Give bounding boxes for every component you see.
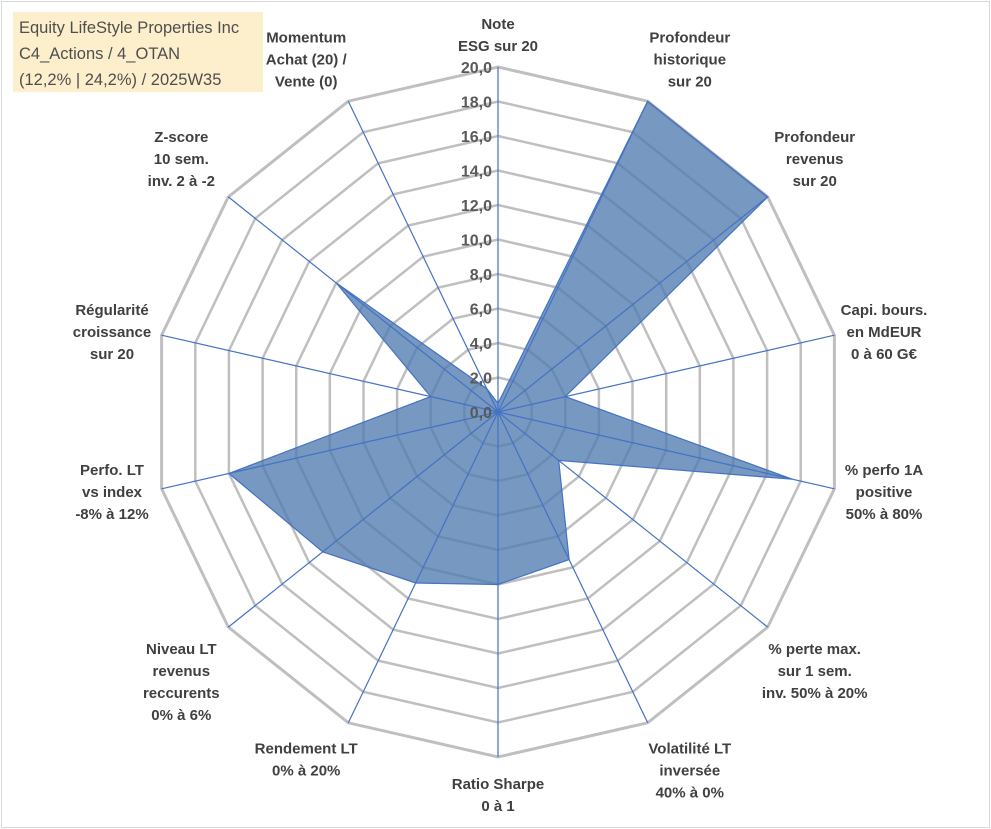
axis-label-13: Z-score 10 sem. inv. 2 à -2 xyxy=(148,129,215,190)
axis-label-line: Régularité xyxy=(75,302,148,319)
axis-label-1: Note ESG sur 20 xyxy=(458,16,538,55)
axis-label-8: Ratio Sharpe 0 à 1 xyxy=(452,776,545,815)
axis-label-7: Volatilité LT inversée 40% à 0% xyxy=(648,740,731,801)
axis-label-line: Niveau LT xyxy=(146,641,217,658)
tick-label: 4,0 xyxy=(470,336,492,353)
axis-label-line: 10 sem. xyxy=(154,151,209,168)
axis-label-line: Note xyxy=(481,16,514,33)
axis-label-line: ESG sur 20 xyxy=(458,38,538,55)
tick-label: 6,0 xyxy=(470,302,492,319)
axis-label-line: 0% à 6% xyxy=(151,707,211,724)
axis-label-14: Momentum Achat (20) / Vente (0) xyxy=(266,30,348,91)
spoke-11 xyxy=(161,411,499,490)
title-line-3: (12,2% | 24,2%) / 2025W35 xyxy=(19,71,222,89)
axis-label-3: Profondeur revenus sur 20 xyxy=(774,129,855,190)
tick-label: 8,0 xyxy=(470,267,492,284)
axis-label-line: % perfo 1A xyxy=(845,462,924,479)
axis-label-4: Capi. bours. en MdEUR 0 à 60 G€ xyxy=(841,302,928,363)
tick-label: 16,0 xyxy=(461,129,492,146)
axis-label-line: Ratio Sharpe xyxy=(452,776,545,793)
spoke-4 xyxy=(497,334,835,413)
spoke-5 xyxy=(497,411,835,490)
spoke-3 xyxy=(497,196,769,413)
axis-label-line: % perte max. xyxy=(768,641,861,658)
axis-label-9: Rendement LT 0% à 20% xyxy=(255,740,358,779)
axis-label-line: Rendement LT xyxy=(255,740,358,757)
axis-label-line: sur 20 xyxy=(668,74,712,91)
axis-label-line: croissance xyxy=(73,324,151,341)
axis-label-10: Niveau LT revenus reccurents 0% à 6% xyxy=(143,641,220,724)
spoke-2 xyxy=(497,100,649,413)
chart-title-box: Equity LifeStyle Properties Inc C4_Actio… xyxy=(13,12,263,92)
axis-label-line: inv. 50% à 20% xyxy=(762,685,868,702)
tick-label: 18,0 xyxy=(461,95,492,112)
axis-label-line: historique xyxy=(654,52,727,69)
axis-label-line: Profondeur xyxy=(649,30,730,47)
axis-label-11: Perfo. LT vs index -8% à 12% xyxy=(75,462,148,523)
axis-label-line: inv. 2 à -2 xyxy=(148,173,215,190)
spoke-12 xyxy=(161,334,499,413)
axis-label-line: Z-score xyxy=(154,129,208,146)
spoke-9 xyxy=(347,411,499,724)
axis-label-line: Volatilité LT xyxy=(648,740,731,757)
axis-label-line: Perfo. LT xyxy=(80,462,144,479)
axis-label-12: Régularité croissance sur 20 xyxy=(73,302,151,363)
tick-label: 10,0 xyxy=(461,233,492,250)
axis-label-line: Profondeur xyxy=(774,129,855,146)
axis-label-line: 0 à 1 xyxy=(481,798,514,815)
tick-label: 20,0 xyxy=(461,60,492,77)
spoke-14 xyxy=(347,100,499,413)
axis-label-6: % perte max. sur 1 sem. inv. 50% à 20% xyxy=(762,641,868,702)
tick-label: 14,0 xyxy=(461,164,492,181)
title-line-1: Equity LifeStyle Properties Inc xyxy=(19,19,240,37)
axis-label-line: -8% à 12% xyxy=(75,506,148,523)
spoke-7 xyxy=(497,411,649,724)
axis-label-line: 0% à 20% xyxy=(272,762,340,779)
title-line-2: C4_Actions / 4_OTAN xyxy=(19,45,181,63)
axis-label-5: % perfo 1A positive 50% à 80% xyxy=(845,462,924,523)
axis-label-line: positive xyxy=(856,484,913,501)
axis-label-line: 0 à 60 G€ xyxy=(851,346,918,363)
tick-label: 0,0 xyxy=(470,405,492,422)
tick-label: 12,0 xyxy=(461,198,492,215)
axis-label-line: vs index xyxy=(82,484,143,501)
axis-label-line: sur 20 xyxy=(90,346,134,363)
axis-label-line: revenus xyxy=(153,663,211,680)
axis-label-line: 50% à 80% xyxy=(846,506,923,523)
axis-label-line: reccurents xyxy=(143,685,220,702)
axis-label-line: Achat (20) / xyxy=(266,52,348,69)
axis-label-line: 40% à 0% xyxy=(656,784,724,801)
axis-label-line: Momentum xyxy=(266,30,346,47)
tick-label: 2,0 xyxy=(470,371,492,388)
axis-label-line: revenus xyxy=(786,151,844,168)
axis-label-line: Capi. bours. xyxy=(841,302,928,319)
axis-label-line: Vente (0) xyxy=(275,74,338,91)
spoke-13 xyxy=(227,196,499,413)
axis-label-2: Profondeur historique sur 20 xyxy=(649,30,730,91)
spoke-10 xyxy=(227,411,499,628)
axis-label-line: inversée xyxy=(659,762,720,779)
axis-label-line: sur 1 sem. xyxy=(778,663,852,680)
axis-label-line: en MdEUR xyxy=(847,324,922,341)
spoke-6 xyxy=(497,411,769,628)
axis-label-line: sur 20 xyxy=(793,173,837,190)
